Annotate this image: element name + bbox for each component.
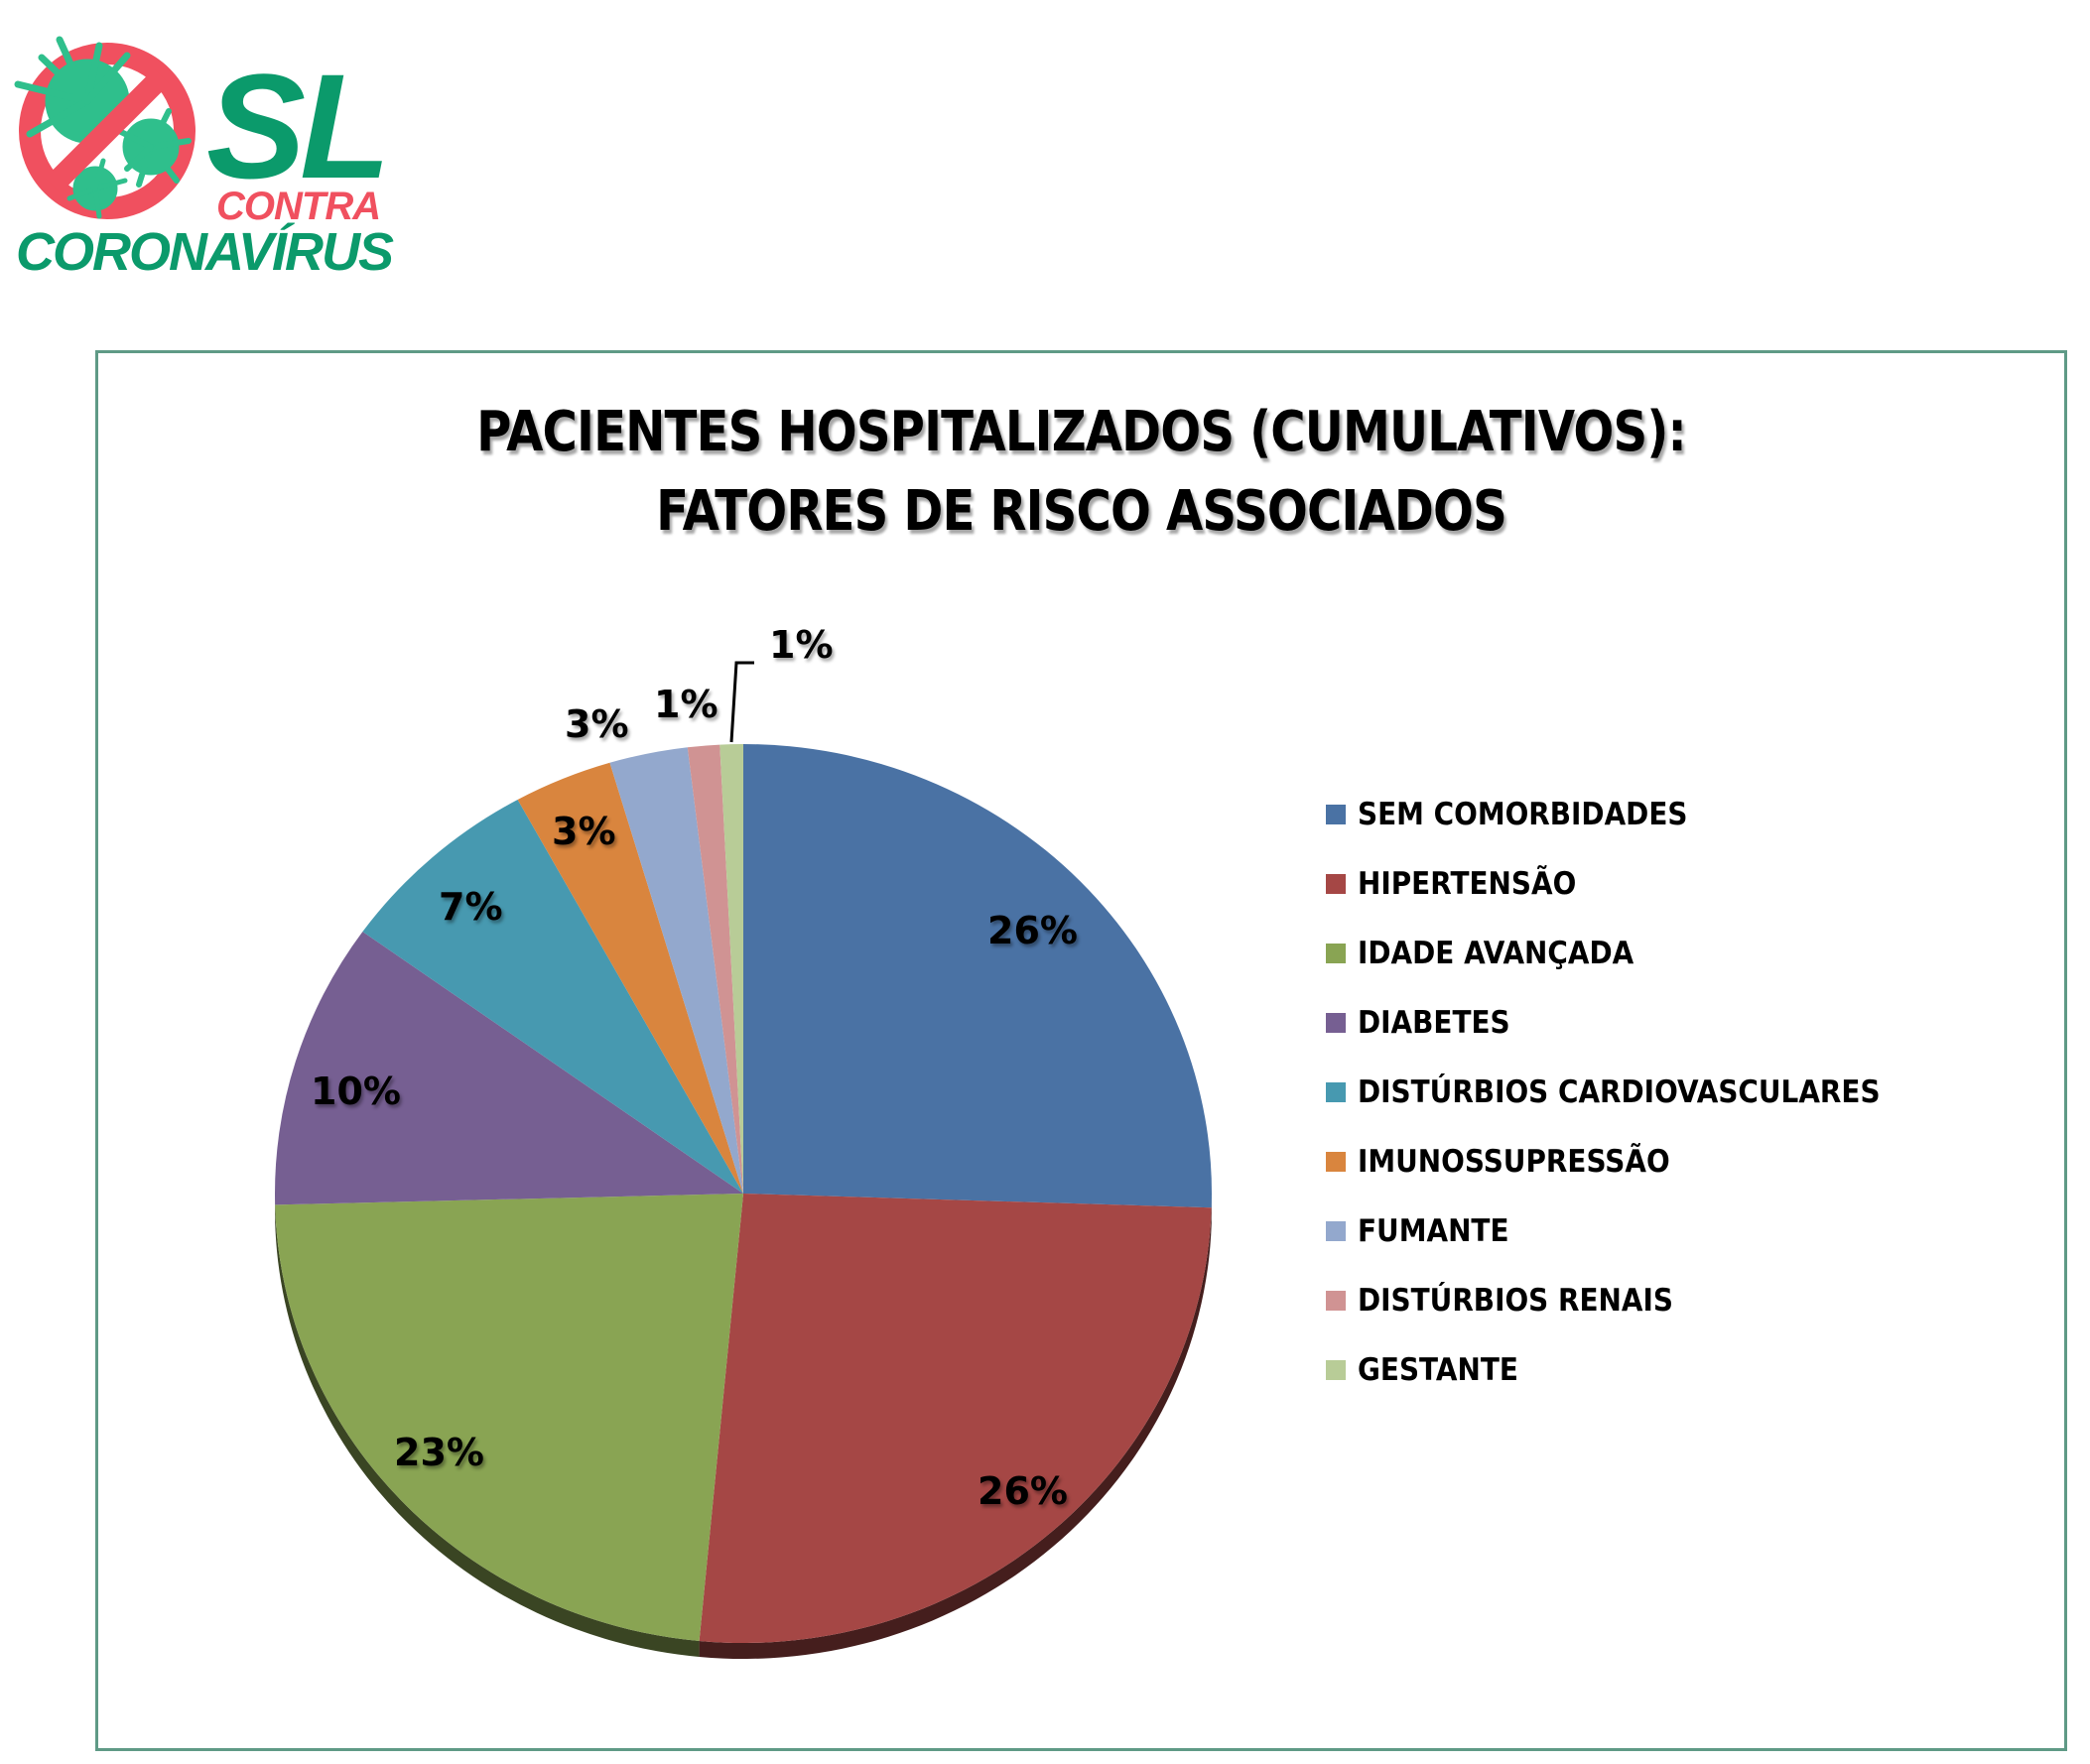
chart-title-line1: PACIENTES HOSPITALIZADOS (CUMULATIVOS):: [476, 400, 1687, 464]
legend-item-imunossupressao: IMUNOSSUPRESSÃO: [1326, 1127, 1938, 1197]
logo-text-coronavirus: CORONAVÍRUS: [16, 222, 394, 282]
legend-swatch: [1326, 1221, 1346, 1241]
legend-label: SEM COMORBIDADES: [1358, 797, 1688, 832]
legend-swatch: [1326, 874, 1346, 894]
data-label-sem-comorbidades: 26%: [987, 909, 1078, 952]
pie-slice-6: [609, 747, 743, 1194]
legend-label: GESTANTE: [1358, 1352, 1518, 1388]
legend-swatch: [1326, 1291, 1346, 1311]
legend-item-diabetes: DIABETES: [1326, 988, 1938, 1058]
legend-item-gestante: GESTANTE: [1326, 1335, 1938, 1405]
pie-slice-1: [699, 1194, 1212, 1644]
pie-slice-2: [275, 1194, 743, 1641]
legend-label: FUMANTE: [1358, 1213, 1509, 1249]
chart-title-line2: FATORES DE RISCO ASSOCIADOS: [656, 479, 1507, 544]
legend-swatch: [1326, 805, 1346, 824]
pie-chart: [275, 661, 1212, 1659]
pie-slice-5: [517, 762, 743, 1194]
pie-slice-4: [362, 800, 743, 1194]
legend-item-idade-avancada: IDADE AVANÇADA: [1326, 919, 1938, 988]
pie-slice-8: [719, 744, 743, 1194]
data-label-renais: 1%: [654, 683, 718, 726]
pie-slice-3: [275, 932, 743, 1205]
legend-item-cardiovasculares: DISTÚRBIOS CARDIOVASCULARES: [1326, 1058, 1938, 1127]
pie-slice-7: [687, 744, 743, 1194]
data-label-gestante: 1%: [769, 623, 834, 667]
data-label-cardiovasculares: 7%: [439, 885, 503, 929]
legend-label: IMUNOSSUPRESSÃO: [1358, 1144, 1670, 1180]
legend-item-fumante: FUMANTE: [1326, 1197, 1938, 1266]
chart-legend: SEM COMORBIDADES HIPERTENSÃO IDADE AVANÇ…: [1326, 780, 1938, 1405]
data-label-hipertensao: 26%: [978, 1469, 1068, 1513]
chart-container: PACIENTES HOSPITALIZADOS (CUMULATIVOS): …: [95, 350, 2067, 1751]
data-label-imunossupressao: 3%: [552, 810, 616, 853]
legend-swatch: [1326, 1082, 1346, 1102]
legend-item-hipertensao: HIPERTENSÃO: [1326, 849, 1938, 919]
legend-label: IDADE AVANÇADA: [1358, 936, 1634, 971]
logo-text-sl: SL: [206, 43, 391, 209]
data-label-idade-avancada: 23%: [394, 1431, 484, 1474]
legend-label: HIPERTENSÃO: [1358, 866, 1577, 902]
legend-label: DIABETES: [1358, 1005, 1510, 1041]
data-label-fumante: 3%: [565, 702, 629, 746]
logo: SL CONTRA CORONAVÍRUS: [0, 0, 417, 298]
legend-swatch: [1326, 1152, 1346, 1172]
legend-item-sem-comorbidades: SEM COMORBIDADES: [1326, 780, 1938, 849]
legend-item-renais: DISTÚRBIOS RENAIS: [1326, 1266, 1938, 1335]
legend-label: DISTÚRBIOS CARDIOVASCULARES: [1358, 1074, 1881, 1110]
legend-swatch: [1326, 944, 1346, 963]
pie-slice-0: [743, 744, 1212, 1208]
no-virus-prohibition-icon: [14, 36, 196, 219]
legend-swatch: [1326, 1360, 1346, 1380]
leader-line: [729, 661, 754, 743]
legend-label: DISTÚRBIOS RENAIS: [1358, 1283, 1673, 1319]
legend-swatch: [1326, 1013, 1346, 1033]
logo-text-contra: CONTRA: [216, 185, 381, 228]
data-label-diabetes: 10%: [311, 1070, 401, 1113]
chart-title: PACIENTES HOSPITALIZADOS (CUMULATIVOS): …: [236, 393, 1927, 552]
